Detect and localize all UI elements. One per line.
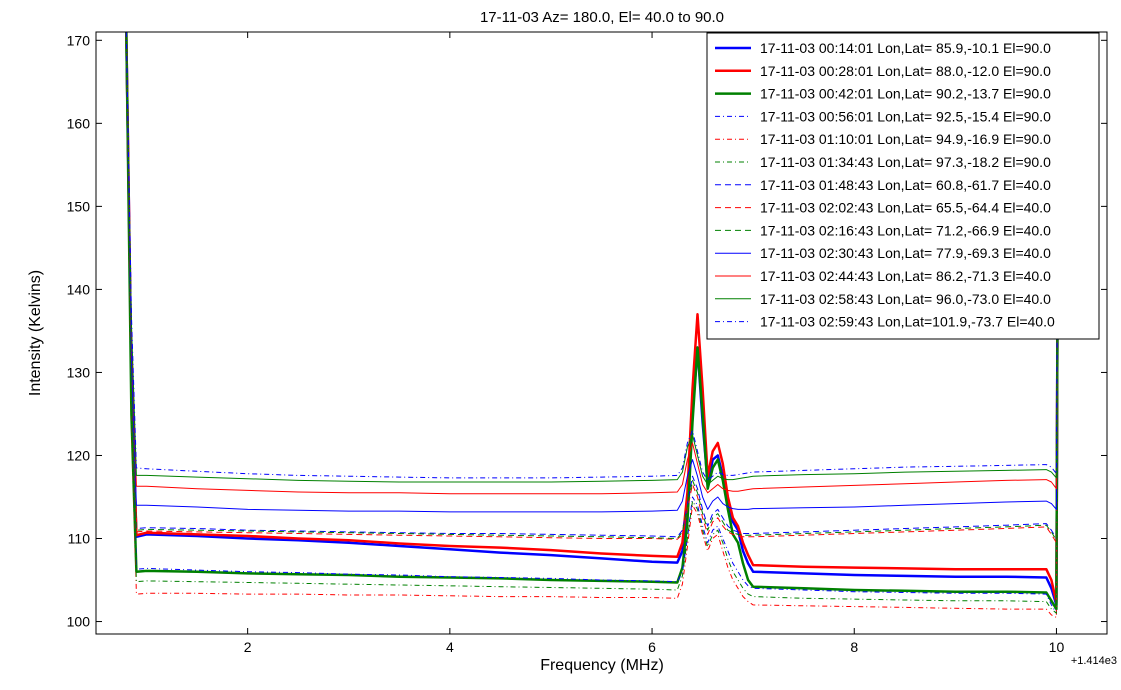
y-tick-label: 120 xyxy=(67,447,91,463)
plot-frame xyxy=(95,31,1108,635)
x-tick-label: 10 xyxy=(1049,639,1065,655)
legend-label-7: 17-11-03 01:48:43 Lon,Lat= 60.8,-61.7 El… xyxy=(760,177,1051,193)
y-axis-label: Intensity (Kelvins) xyxy=(27,270,44,396)
series-line-4 xyxy=(125,32,1059,614)
series-line-7 xyxy=(125,32,1059,539)
legend-label-11: 17-11-03 02:44:43 Lon,Lat= 86.2,-71.3 El… xyxy=(760,268,1051,284)
y-tick-label: 110 xyxy=(68,531,91,547)
series-line-8 xyxy=(125,32,1059,544)
y-tick-label: 170 xyxy=(67,32,91,48)
legend-frame xyxy=(706,32,1100,340)
series-line-5 xyxy=(125,32,1059,618)
y-tick-label: 160 xyxy=(67,115,91,131)
legend-label-2: 17-11-03 00:28:01 Lon,Lat= 88.0,-12.0 El… xyxy=(760,63,1051,79)
legend-label-10: 17-11-03 02:30:43 Lon,Lat= 77.9,-69.3 El… xyxy=(760,245,1051,261)
x-tick-label: 6 xyxy=(648,639,656,655)
legend-label-9: 17-11-03 02:16:43 Lon,Lat= 71.2,-66.9 El… xyxy=(760,222,1051,238)
ticks-layer: 2 4 6 8 10 100 110 120 130 140 150 160 170 xyxy=(67,32,1107,655)
series-line-12 xyxy=(125,32,1059,485)
legend-label-8: 17-11-03 02:02:43 Lon,Lat= 65.5,-64.4 El… xyxy=(760,200,1051,216)
series-line-13 xyxy=(125,32,1059,481)
series-line-2 xyxy=(125,32,1060,604)
legend-label-5: 17-11-03 01:10:01 Lon,Lat= 94.9,-16.9 El… xyxy=(760,131,1051,147)
series-layer xyxy=(125,32,1060,618)
series-line-9 xyxy=(125,32,1059,541)
x-tick-label: 4 xyxy=(446,639,454,655)
y-tick-label: 140 xyxy=(67,281,91,297)
series-line-3 xyxy=(125,32,1060,611)
legend-items: 17-11-03 00:14:01 Lon,Lat= 85.9,-10.1 El… xyxy=(715,40,1055,330)
x-axis-label: Frequency (MHz) xyxy=(540,657,664,674)
x-axis-offset-label: +1.414e3 xyxy=(1071,655,1117,667)
legend-label-1: 17-11-03 00:14:01 Lon,Lat= 85.9,-10.1 El… xyxy=(760,40,1051,56)
y-tick-label: 150 xyxy=(67,198,91,214)
legend-label-12: 17-11-03 02:58:43 Lon,Lat= 96.0,-73.0 El… xyxy=(760,291,1051,307)
legend-label-4: 17-11-03 00:56:01 Lon,Lat= 92.5,-15.4 El… xyxy=(760,108,1051,124)
legend-label-13: 17-11-03 02:59:43 Lon,Lat=101.9,-73.7 El… xyxy=(760,314,1055,330)
chart-title: 17-11-03 Az= 180.0, El= 40.0 to 90.0 xyxy=(480,9,724,26)
x-tick-label: 2 xyxy=(244,639,252,655)
series-line-10 xyxy=(125,32,1059,513)
x-tick-label: 8 xyxy=(850,639,858,655)
legend-label-3: 17-11-03 00:42:01 Lon,Lat= 90.2,-13.7 El… xyxy=(760,86,1051,102)
y-tick-label: 100 xyxy=(67,614,91,630)
legend: 17-11-03 00:14:01 Lon,Lat= 85.9,-10.1 El… xyxy=(706,32,1100,340)
plot-area: 2 4 6 8 10 100 110 120 130 140 150 160 170 xyxy=(67,31,1108,655)
legend-label-6: 17-11-03 01:34:43 Lon,Lat= 97.3,-18.2 El… xyxy=(760,154,1051,170)
y-tick-label: 130 xyxy=(67,364,91,380)
series-line-6 xyxy=(125,32,1059,614)
series-line-11 xyxy=(125,32,1059,495)
